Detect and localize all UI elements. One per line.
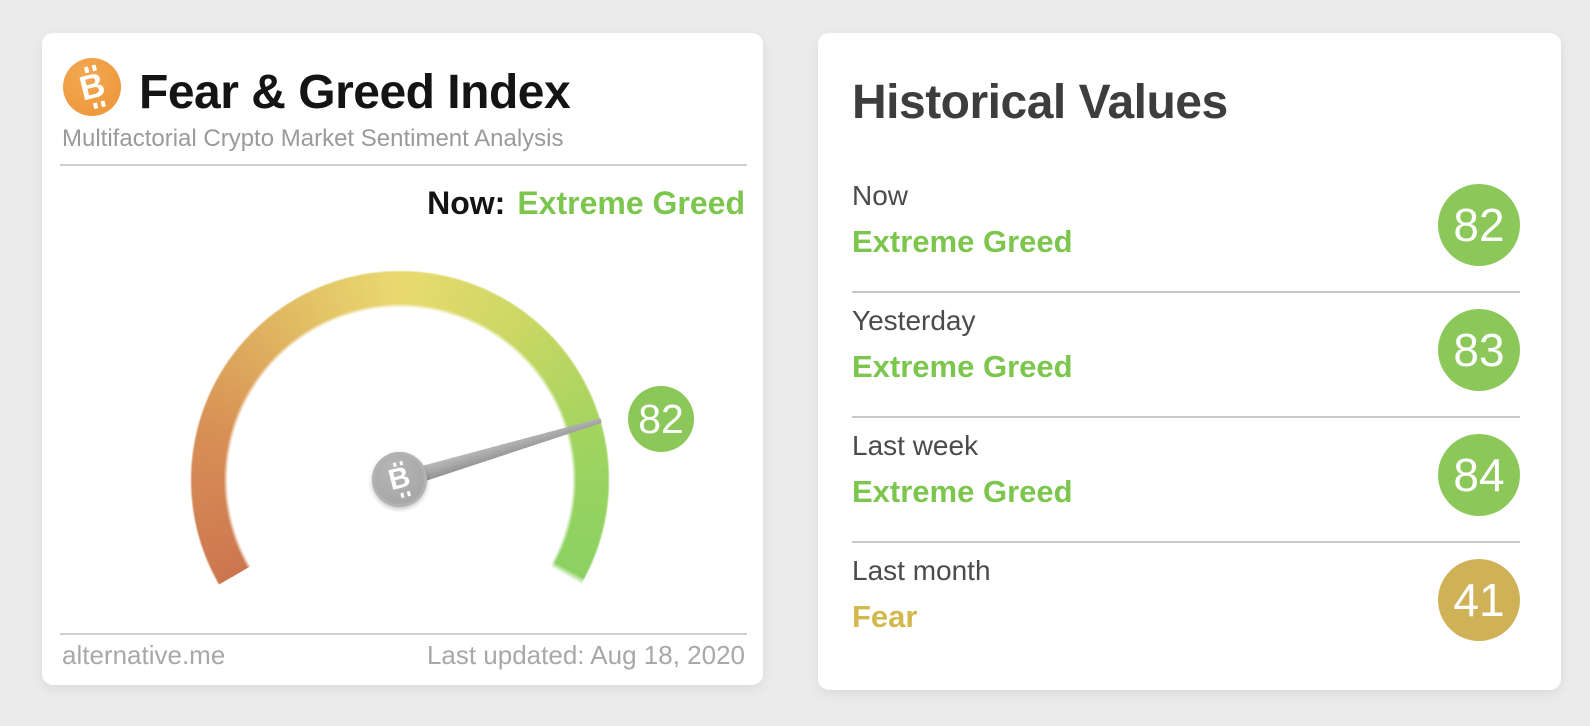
historical-title: Historical Values bbox=[852, 76, 1228, 129]
row-classification: Extreme Greed bbox=[852, 224, 1073, 259]
footer-divider bbox=[60, 633, 747, 635]
now-classification: Extreme Greed bbox=[517, 185, 745, 221]
row-classification: Extreme Greed bbox=[852, 349, 1073, 384]
bitcoin-logo: B bbox=[63, 58, 121, 116]
row-label: Now bbox=[852, 180, 909, 211]
history-value-badge: 82 bbox=[1438, 184, 1520, 266]
row-classification: Extreme Greed bbox=[852, 474, 1073, 509]
history-row-now: Now Extreme Greed 82 bbox=[852, 168, 1520, 293]
history-value-badge: 84 bbox=[1438, 434, 1520, 516]
gauge-value-badge: 82 bbox=[628, 386, 694, 452]
row-label: Last week bbox=[852, 430, 979, 461]
row-classification: Fear bbox=[852, 599, 918, 634]
fear-greed-card: B Fear & Greed Index Multifactorial Cryp… bbox=[42, 33, 763, 690]
current-classification-line: Now: Extreme Greed bbox=[427, 185, 745, 222]
last-updated-text: Last updated: Aug 18, 2020 bbox=[426, 640, 745, 670]
history-value-badge: 83 bbox=[1438, 309, 1520, 391]
gauge-hub: B bbox=[372, 452, 427, 507]
source-link[interactable]: alternative.me bbox=[62, 640, 226, 670]
row-label: Last month bbox=[852, 555, 991, 586]
bitcoin-icon: B bbox=[385, 460, 414, 498]
history-value-badge: 41 bbox=[1438, 559, 1520, 641]
historical-rows: Now Extreme Greed 82 Yesterday Extreme G… bbox=[852, 168, 1520, 668]
row-label: Yesterday bbox=[852, 305, 976, 336]
bitcoin-icon: B bbox=[75, 65, 109, 109]
history-row-last-month: Last month Fear 41 bbox=[852, 543, 1520, 668]
header-divider bbox=[60, 164, 747, 166]
card-title: Fear & Greed Index bbox=[139, 66, 571, 119]
history-row-yesterday: Yesterday Extreme Greed 83 bbox=[852, 293, 1520, 418]
historical-values-card: Historical Values Now Extreme Greed 82 Y… bbox=[818, 33, 1561, 690]
history-row-last-week: Last week Extreme Greed 84 bbox=[852, 418, 1520, 543]
card-subtitle: Multifactorial Crypto Market Sentiment A… bbox=[62, 125, 564, 152]
now-label: Now: bbox=[427, 185, 506, 221]
